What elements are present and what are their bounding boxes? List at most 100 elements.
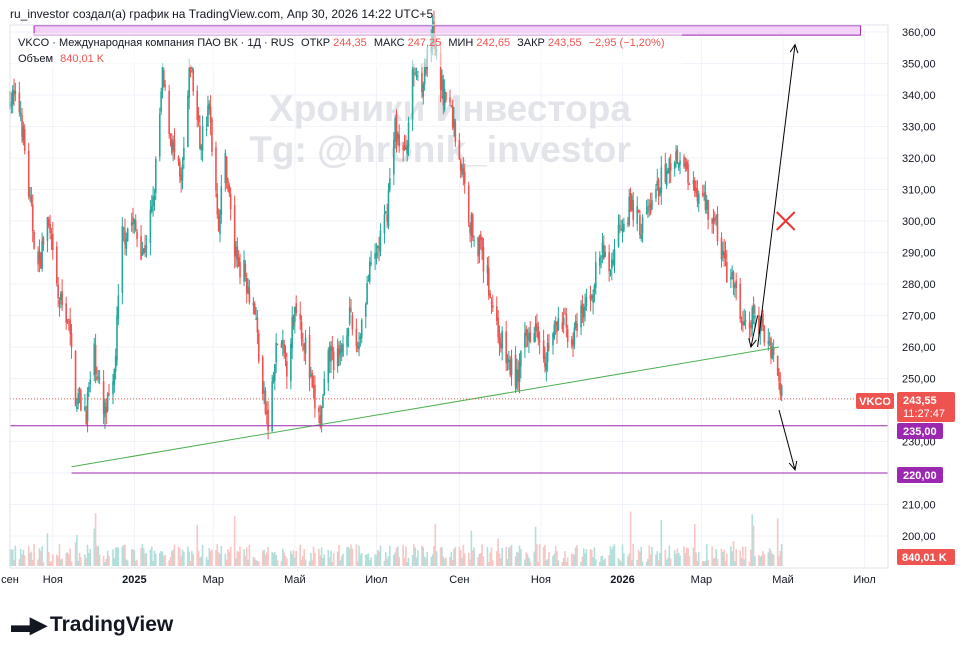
candle-body [161,66,164,91]
candle-body [651,199,653,210]
volume-bar [340,556,343,566]
candle-body [23,129,26,151]
legend-open-label: ОТКР [301,37,330,49]
volume-bar [142,548,145,566]
volume-bar [665,559,668,566]
candle-body [80,390,82,411]
candle-body [470,214,473,236]
volume-bar [636,559,639,566]
candle-body [39,252,42,269]
candle-body [743,321,746,325]
candle-body [734,284,736,287]
level-235-tag-bg [897,423,943,439]
volume-bar [688,555,691,566]
x-tick-label: сен [1,574,19,586]
volume-bar [496,551,498,566]
volume-bar [304,559,307,566]
candle-body [77,393,80,405]
volume-bar [453,549,455,566]
candle-body [290,343,292,381]
volume-bar [573,554,576,566]
volume-bar [105,558,108,566]
candle-body [229,194,232,210]
candle-body [248,288,251,303]
volume-bar [514,556,517,566]
candle-body [291,316,293,349]
candle-body [88,386,90,393]
candle-body [497,317,499,338]
volume-bar [722,551,724,566]
volume-bar [211,549,213,566]
candle-body [197,115,200,122]
y-tick-label: 200,00 [902,531,936,543]
volume-bar [675,554,677,566]
volume-bar [162,555,165,566]
volume-bar [417,550,419,566]
candle-body [684,163,687,167]
candle-body [640,234,643,239]
candle-body [524,333,526,348]
bar-countdown: 11:27:47 [903,408,945,420]
volume-bar [80,557,82,566]
candle-body [545,362,548,371]
candle-body [10,101,13,107]
volume-bar [758,554,760,566]
volume-bar [367,553,370,566]
candle-body [282,340,284,345]
volume-bar [50,561,53,566]
volume-bar [94,513,97,566]
volume-bar [602,559,605,566]
volume-bar [433,545,435,566]
volume-bar [86,544,89,566]
volume-bars [9,511,783,566]
tradingview-brand: TradingView [49,613,174,636]
volume-bar [389,545,391,566]
volume-bar [486,547,489,566]
drawings[interactable] [10,43,888,474]
time-axis[interactable]: сен Ноя 2025 Мар Май Июл Сен Ноя 2026 Мар Май Июл [1,574,876,586]
candle-body [132,217,134,222]
volume-bar [253,558,256,566]
candle-body [295,303,298,313]
candle-body [572,341,574,347]
volume-bar [257,561,260,566]
candle-body [134,220,137,231]
candle-body [308,334,311,380]
candle-body [149,209,152,244]
candle-body [415,75,418,78]
volume-bar [692,547,695,566]
candle-body [188,67,191,98]
volume-bar [149,549,152,566]
candle-body [19,112,22,115]
candle-body [685,161,688,169]
volume-bar [122,544,125,566]
legend-ohlc-line: VKCO · Международная компания ПАО ВК · 1… [18,37,665,49]
candlestick-chart[interactable]: Хроники Инвестора Tg: @hronik_investor 3… [0,0,970,600]
candle-body [659,191,661,195]
x-tick-label: Мар [203,574,225,586]
volume-bar [280,561,283,566]
candle-body [264,390,267,414]
volume-bar [693,523,696,566]
candle-body [57,284,59,299]
candle-body [665,170,668,187]
candle-body [562,317,565,325]
volume-bar [405,546,407,566]
candle-body [70,333,73,348]
tradingview-logo[interactable]: ▬▶ TradingView [11,612,173,638]
candle-body [141,251,144,256]
candle-body [697,193,700,204]
candle-body [179,161,181,177]
volume-bar [113,557,116,566]
candle-body [556,322,558,332]
candle-body [744,320,747,322]
candle-body [441,75,443,91]
candle-body [604,251,606,257]
candle-body [219,210,221,235]
candle-body [723,251,725,258]
candle-body [21,114,23,137]
candle-body [581,304,584,313]
volume-bar [498,553,501,566]
volume-bar [685,547,688,566]
volume-bar [776,518,779,566]
